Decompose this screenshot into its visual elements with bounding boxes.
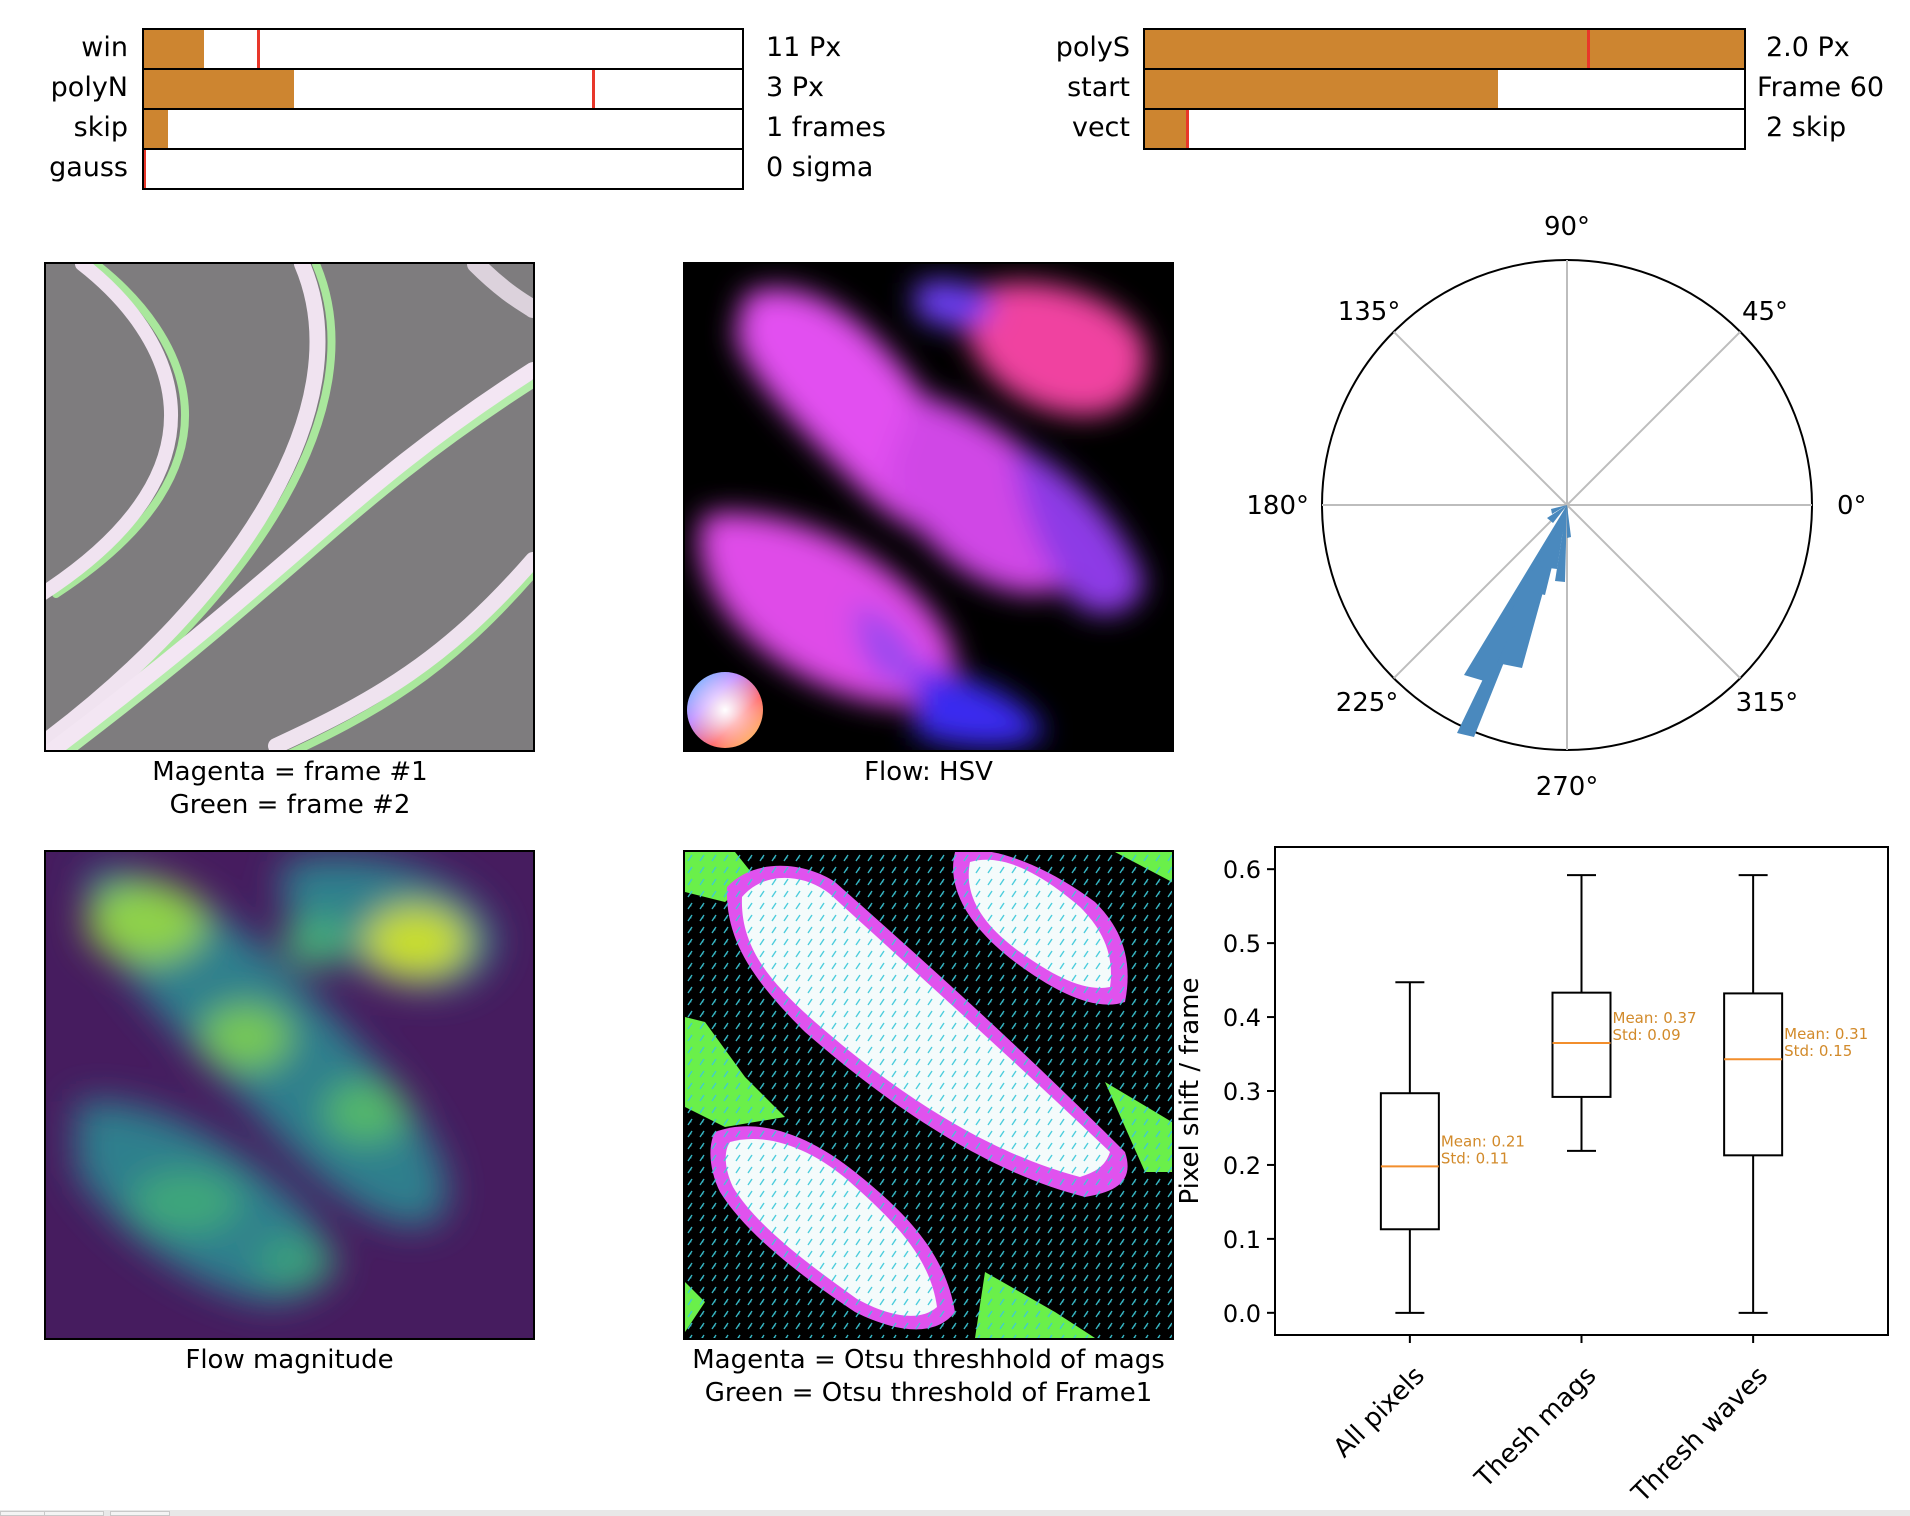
box-iqr [1551,991,1612,1098]
window-bottom-strip [0,1510,1910,1516]
polyn-slider-initial-marker [591,70,595,108]
std-annotation: Std: 0.09 [1613,1026,1681,1044]
otsu-threshold-caption: Magenta = Otsu threshhold of mags Green … [660,1344,1197,1410]
vect-slider-initial-marker [1185,110,1189,148]
y-tick-label: 0.3 [1223,1078,1261,1106]
polar-label-315: 315° [1736,688,1799,718]
x-tick-label: Thesh mags [1469,1361,1603,1495]
skip-slider-fill [144,110,168,148]
y-tick-label: 0.2 [1223,1152,1261,1180]
start-slider-fill [1145,70,1499,108]
y-tick-label: 0.5 [1223,930,1261,958]
win-slider-initial-marker [256,30,260,68]
gauss-slider-label: gauss [49,152,128,183]
skip-slider-value: 1 frames [766,112,886,143]
box-plot-y-axis: 0.0 0.1 0.2 0.3 0.4 0.5 0.6 [1223,856,1275,1328]
polar-label-135: 135° [1338,297,1401,327]
flow-hsv-caption: Flow: HSV [683,756,1174,789]
start-slider-label: start [1067,72,1130,103]
otsu-caption-line2: Green = Otsu threshold of Frame1 [704,1378,1153,1408]
flow-magnitude-caption: Flow magnitude [44,1344,535,1377]
vect-slider-value: 2 skip [1766,112,1847,143]
vect-slider-fill [1145,110,1187,148]
win-slider-label: win [81,32,128,63]
mean-annotation: Mean: 0.37 [1613,1009,1697,1027]
skip-slider[interactable] [142,108,744,150]
frame-overlay-image [44,262,535,752]
flow-magnitude-caption-text: Flow magnitude [185,1345,394,1375]
gauss-slider-initial-marker [144,150,146,188]
flow-direction-polar-histogram: 90° 45° 135° 180° 0° 225° 315° 270° [1246,212,1867,802]
box-plot-y-axis-label: Pixel shift / frame [1175,978,1205,1205]
std-annotation: Std: 0.11 [1441,1149,1509,1167]
polar-label-225: 225° [1336,688,1399,718]
pixel-shift-box-plot: 0.0 0.1 0.2 0.3 0.4 0.5 0.6 All pixels Thesh ma… [1175,846,1889,1509]
polyn-slider-label: polyN [50,72,128,103]
mean-annotation: Mean: 0.31 [1784,1025,1868,1043]
box-plot-x-axis: All pixels Thesh mags Thresh waves [1328,1335,1774,1509]
win-slider-fill [144,30,204,68]
flow-magnitude-image [44,850,535,1340]
flow-magnitude-graphic [46,852,533,1338]
otsu-threshold-graphic [685,852,1172,1338]
window-strip-tab-3[interactable] [110,1511,170,1516]
y-tick-label: 0.0 [1223,1300,1261,1328]
y-tick-label: 0.6 [1223,856,1261,884]
frame-overlay-caption: Magenta = frame #1 Green = frame #2 [40,756,540,822]
flow-hsv-caption-text: Flow: HSV [864,757,993,787]
flow-hsv-image [683,262,1174,752]
gauss-slider[interactable] [142,148,744,190]
polys-slider-fill [1145,30,1744,68]
polys-slider-initial-marker [1587,30,1591,68]
y-tick-label: 0.4 [1223,1004,1261,1032]
polar-label-180: 180° [1246,491,1309,521]
polar-histogram-bars [1457,505,1571,737]
win-slider[interactable] [142,28,744,70]
gauss-slider-value: 0 sigma [766,152,874,183]
y-tick-label: 0.1 [1223,1226,1261,1254]
polyn-slider-fill [144,70,294,108]
vect-slider-label: vect [1071,112,1130,143]
polar-label-90: 90° [1544,212,1590,242]
win-slider-value: 11 Px [766,32,842,63]
window-strip-tab-2[interactable] [44,1511,104,1516]
polyn-slider[interactable] [142,68,744,110]
polys-slider-label: polyS [1055,32,1130,63]
x-tick-label: Thresh waves [1626,1361,1774,1509]
polys-slider-value: 2.0 Px [1766,32,1850,63]
frame-overlay-caption-line1: Magenta = frame #1 [152,757,428,787]
polar-label-45: 45° [1742,297,1788,327]
otsu-threshold-image [683,850,1174,1340]
std-annotation: Std: 0.15 [1784,1042,1852,1060]
box-iqr [1379,1092,1440,1231]
polys-slider[interactable] [1143,28,1746,70]
skip-slider-label: skip [73,112,128,143]
mean-annotation: Mean: 0.21 [1441,1132,1525,1150]
x-tick-label: All pixels [1328,1361,1431,1464]
start-slider[interactable] [1143,68,1746,110]
frame-overlay-graphic [46,264,533,750]
polyn-slider-value: 3 Px [766,72,825,103]
polar-label-0: 0° [1837,491,1867,521]
vect-slider[interactable] [1143,108,1746,150]
flow-hsv-graphic [687,280,1147,748]
box-iqr [1723,992,1784,1157]
start-slider-value: Frame 60 [1757,72,1885,103]
otsu-caption-line1: Magenta = Otsu threshhold of mags [692,1345,1165,1375]
frame-overlay-caption-line2: Green = frame #2 [169,790,411,820]
polar-label-270: 270° [1536,772,1599,802]
